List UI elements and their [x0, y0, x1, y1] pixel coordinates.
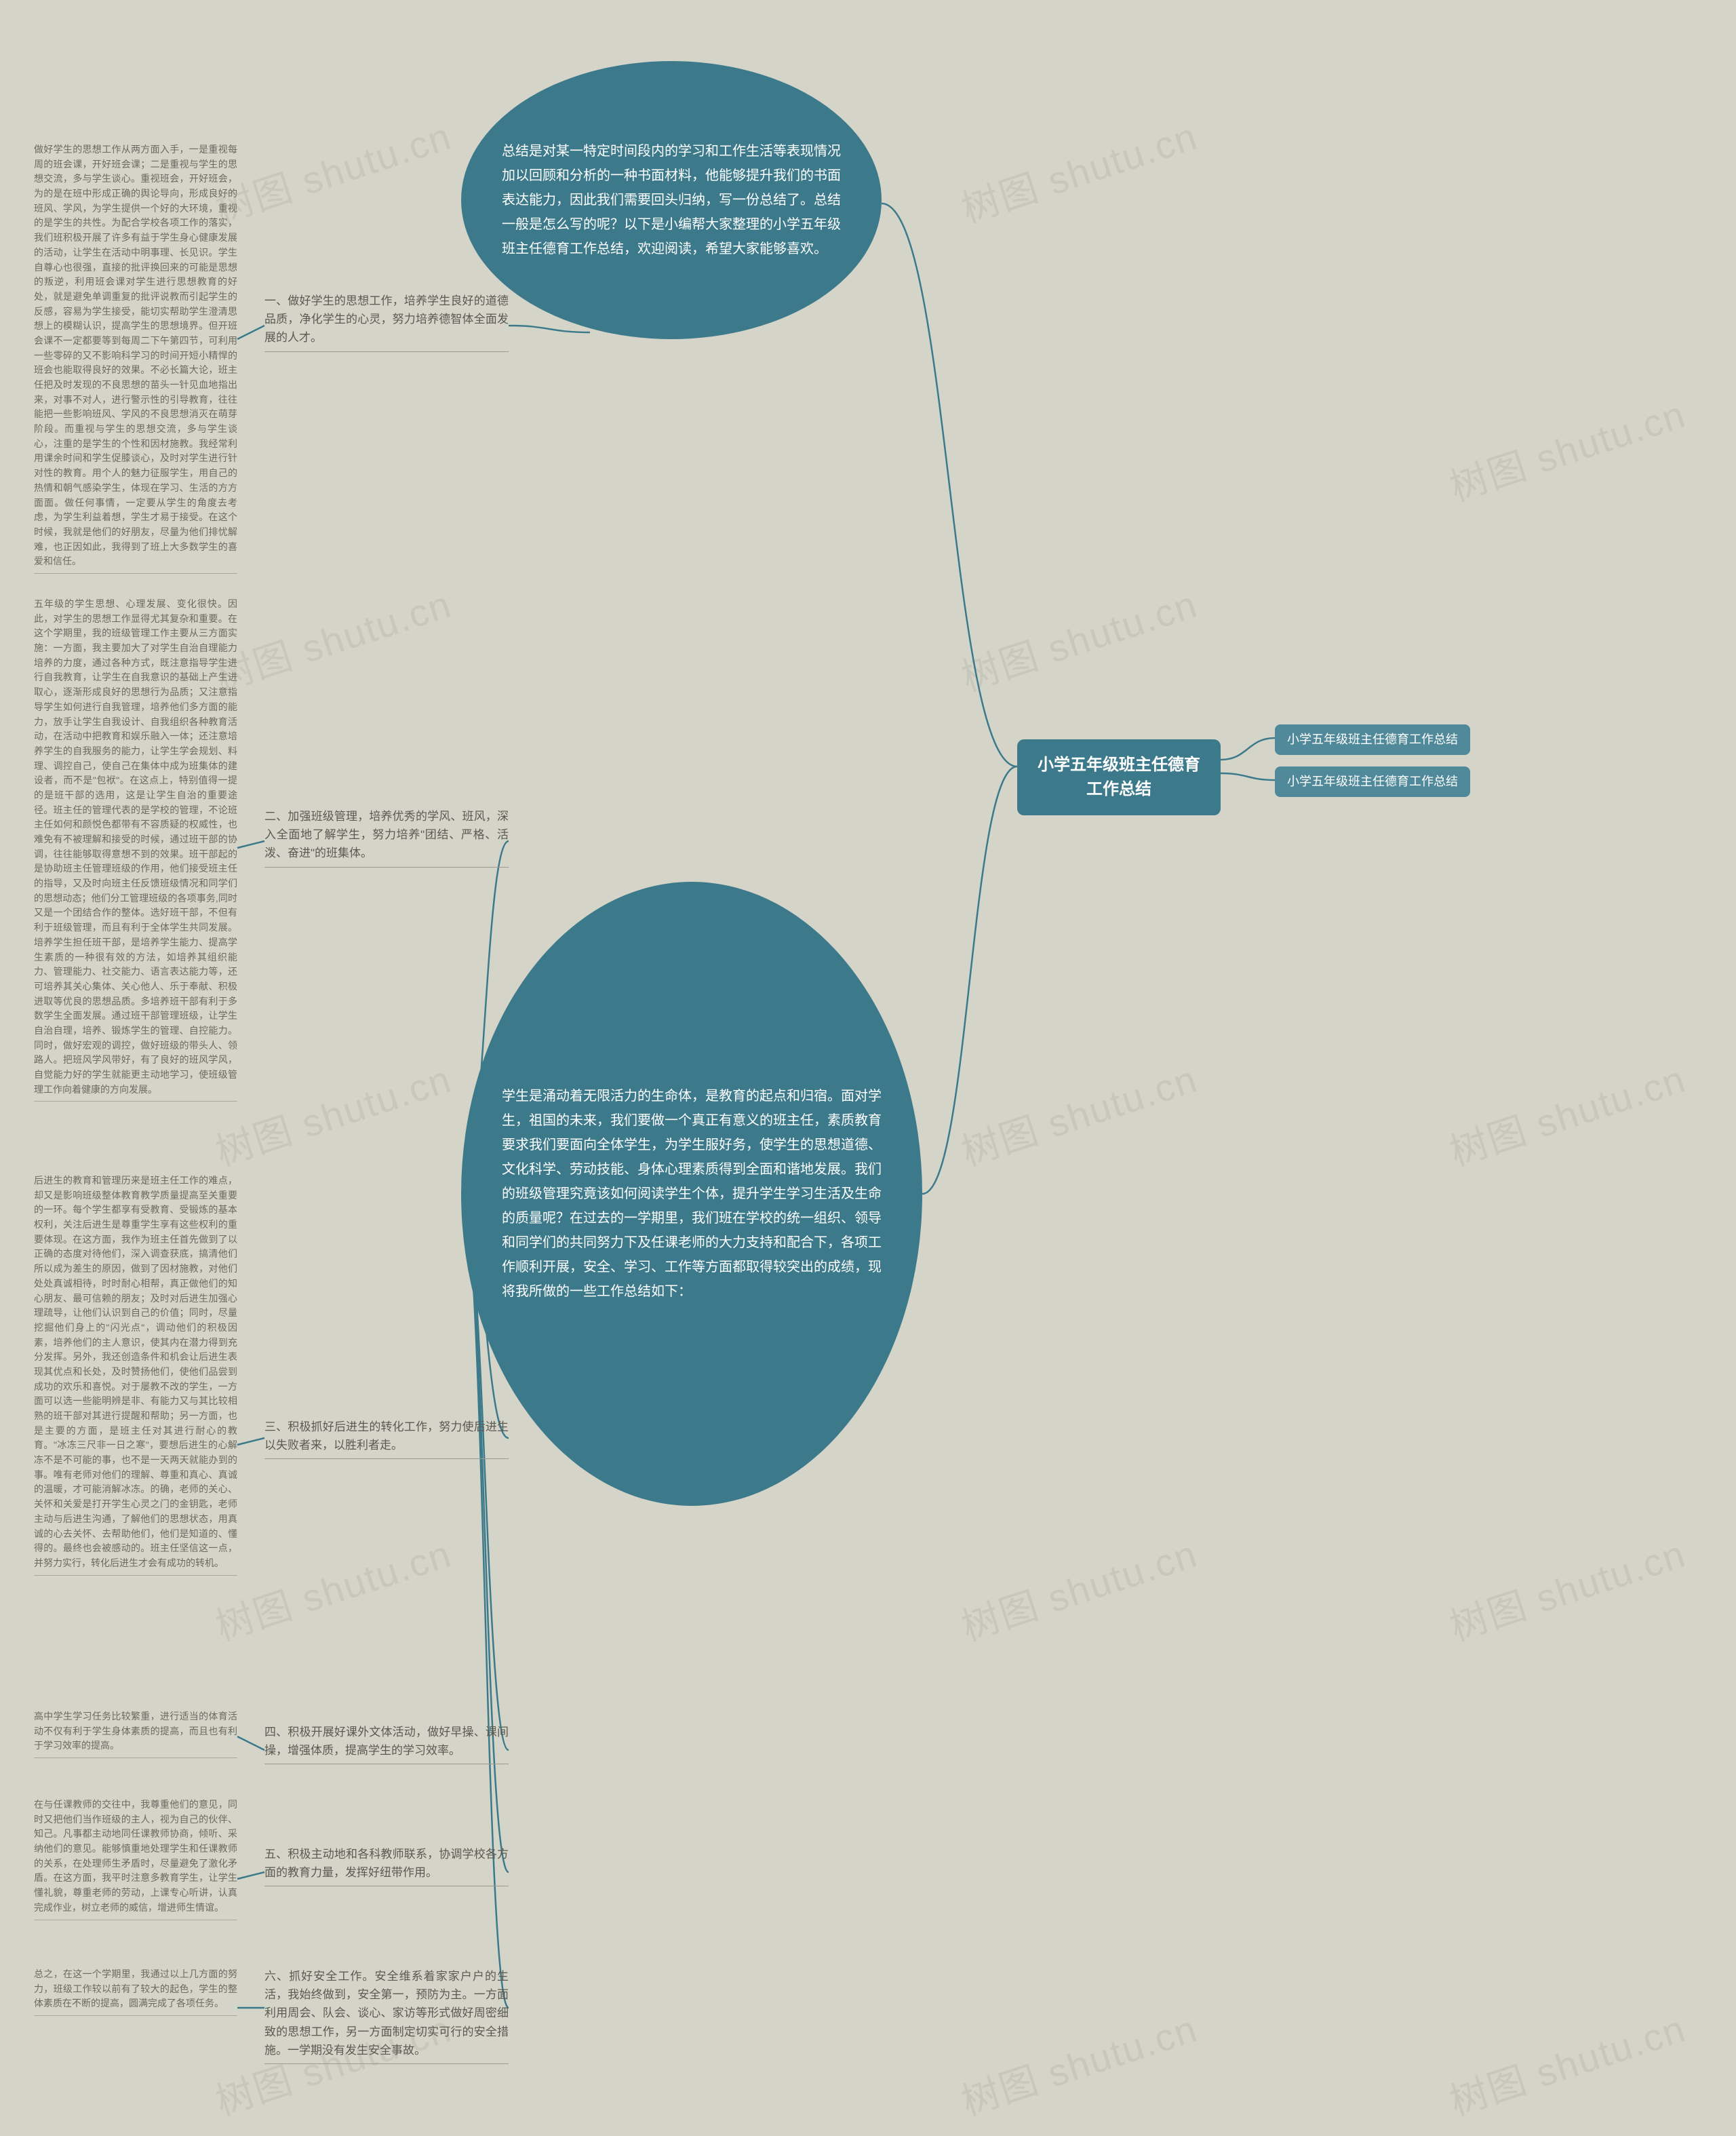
bubble-text: 总结是对某一特定时间段内的学习和工作生活等表现情况加以回顾和分析的一种书面材料，…: [502, 139, 841, 261]
watermark: 树图 shutu.cn: [1442, 1523, 1692, 1652]
section-text: 六、抓好安全工作。安全维系着家家户户的生活，我始终做到，安全第一，预防为主。一方…: [264, 1970, 509, 2057]
watermark: 树图 shutu.cn: [208, 574, 458, 702]
leaf-paragraph: 后进生的教育和管理历来是班主任工作的难点，却又是影响班级整体教育教学质量提高至关…: [34, 1173, 237, 1576]
watermark: 树图 shutu.cn: [1442, 1998, 1692, 2127]
branch-node[interactable]: 小学五年级班主任德育工作总结: [1275, 766, 1470, 797]
leaf-text: 高中学生学习任务比较繁重，进行适当的体育活动不仅有利于学生身体素质的提高，而且也…: [34, 1711, 237, 1751]
leaf-paragraph: 做好学生的思想工作从两方面入手，一是重视每周的班会课，开好班会课；二是重视与学生…: [34, 142, 237, 574]
section-heading[interactable]: 六、抓好安全工作。安全维系着家家户户的生活，我始终做到，安全第一，预防为主。一方…: [264, 1967, 509, 2064]
section-heading[interactable]: 四、积极开展好课外文体活动，做好早操、课间操，增强体质，提高学生的学习效率。: [264, 1723, 509, 1764]
root-node-label: 小学五年级班主任德育工作总结: [1038, 756, 1200, 798]
watermark: 树图 shutu.cn: [1442, 384, 1692, 512]
watermark: 树图 shutu.cn: [208, 1049, 458, 1177]
leaf-paragraph: 总之，在这一个学期里，我通过以上几方面的努力，班级工作较以前有了较大的起色，学生…: [34, 1967, 237, 2016]
section-text: 一、做好学生的思想工作，培养学生良好的道德品质，净化学生的心灵，努力培养德智体全…: [264, 294, 509, 344]
leaf-paragraph: 在与任课教师的交往中，我尊重他们的意见，同时又把他们当作班级的主人，视为自己的伙…: [34, 1798, 237, 1920]
watermark: 树图 shutu.cn: [953, 1523, 1204, 1652]
watermark: 树图 shutu.cn: [953, 1998, 1204, 2127]
branch-label: 小学五年级班主任德育工作总结: [1287, 775, 1458, 788]
leaf-text: 总之，在这一个学期里，我通过以上几方面的努力，班级工作较以前有了较大的起色，学生…: [34, 1968, 237, 2008]
branch-node[interactable]: 小学五年级班主任德育工作总结: [1275, 724, 1470, 755]
leaf-text: 在与任课教师的交往中，我尊重他们的意见，同时又把他们当作班级的主人，视为自己的伙…: [34, 1799, 237, 1913]
bubble-text: 学生是涌动着无限活力的生命体，是教育的起点和归宿。面对学生，祖国的未来，我们要做…: [502, 1084, 882, 1304]
watermark: 树图 shutu.cn: [953, 1049, 1204, 1177]
bubble-node[interactable]: 学生是涌动着无限活力的生命体，是教育的起点和归宿。面对学生，祖国的未来，我们要做…: [461, 882, 922, 1506]
section-text: 三、积极抓好后进生的转化工作，努力使后进生以失败者来，以胜利者走。: [264, 1420, 509, 1452]
section-text: 四、积极开展好课外文体活动，做好早操、课间操，增强体质，提高学生的学习效率。: [264, 1726, 509, 1757]
leaf-text: 后进生的教育和管理历来是班主任工作的难点，却又是影响班级整体教育教学质量提高至关…: [34, 1175, 237, 1568]
watermark: 树图 shutu.cn: [953, 574, 1204, 702]
watermark: 树图 shutu.cn: [1442, 1049, 1692, 1177]
leaf-text: 五年级的学生思想、心理发展、变化很快。因此，对学生的思想工作显得尤其复杂和重要。…: [34, 598, 237, 1095]
section-text: 五、积极主动地和各科教师联系，协调学校各方面的教育力量，发挥好纽带作用。: [264, 1848, 509, 1879]
section-heading[interactable]: 三、积极抓好后进生的转化工作，努力使后进生以失败者来，以胜利者走。: [264, 1418, 509, 1459]
section-heading[interactable]: 五、积极主动地和各科教师联系，协调学校各方面的教育力量，发挥好纽带作用。: [264, 1845, 509, 1886]
watermark: 树图 shutu.cn: [953, 106, 1204, 234]
watermark: 树图 shutu.cn: [208, 1523, 458, 1652]
section-text: 二、加强班级管理，培养优秀的学风、班风，深入全面地了解学生，努力培养"团结、严格…: [264, 810, 509, 859]
bubble-node[interactable]: 总结是对某一特定时间段内的学习和工作生活等表现情况加以回顾和分析的一种书面材料，…: [461, 61, 882, 339]
root-node[interactable]: 小学五年级班主任德育工作总结: [1017, 739, 1221, 815]
leaf-text: 做好学生的思想工作从两方面入手，一是重视每周的班会课，开好班会课；二是重视与学生…: [34, 144, 237, 566]
watermark: 树图 shutu.cn: [208, 106, 458, 234]
section-heading[interactable]: 一、做好学生的思想工作，培养学生良好的道德品质，净化学生的心灵，努力培养德智体全…: [264, 292, 509, 352]
leaf-paragraph: 五年级的学生思想、心理发展、变化很快。因此，对学生的思想工作显得尤其复杂和重要。…: [34, 597, 237, 1102]
branch-label: 小学五年级班主任德育工作总结: [1287, 733, 1458, 746]
leaf-paragraph: 高中学生学习任务比较繁重，进行适当的体育活动不仅有利于学生身体素质的提高，而且也…: [34, 1709, 237, 1758]
section-heading[interactable]: 二、加强班级管理，培养优秀的学风、班风，深入全面地了解学生，努力培养"团结、严格…: [264, 807, 509, 868]
